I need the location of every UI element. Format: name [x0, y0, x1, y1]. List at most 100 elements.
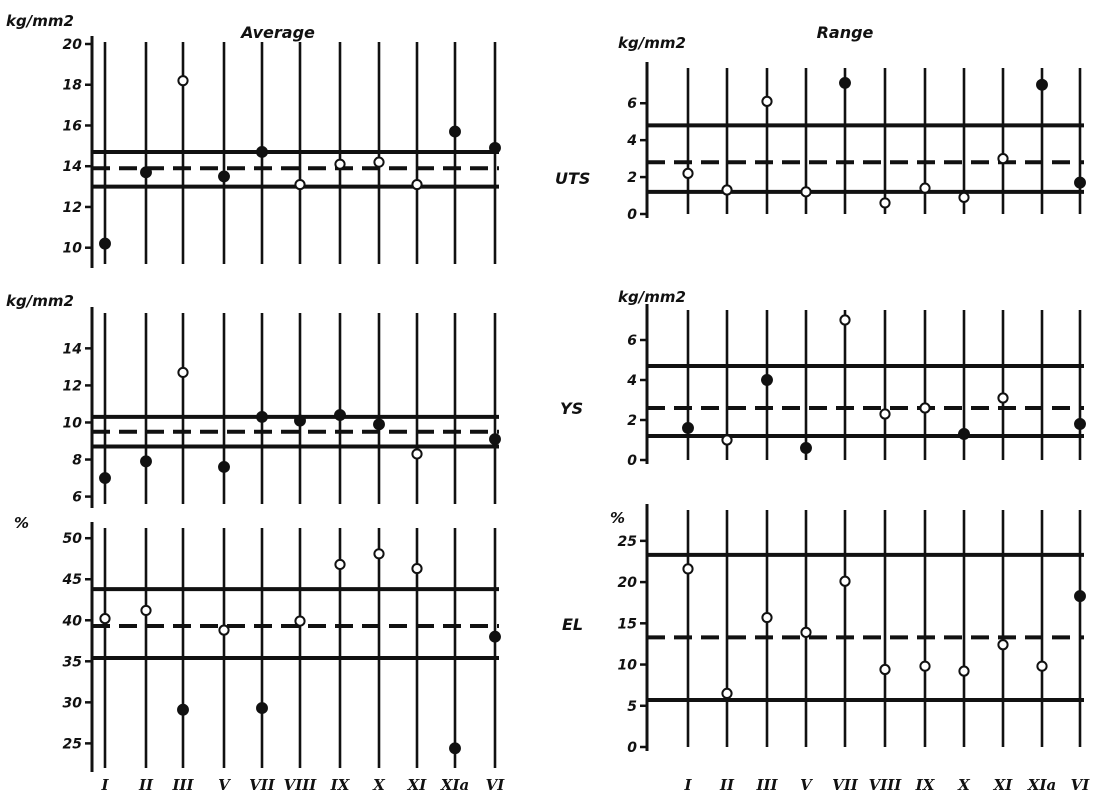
y-tick-label: 25	[63, 736, 83, 752]
category-label: II	[138, 776, 154, 794]
data-point	[373, 418, 385, 431]
data-point	[761, 374, 773, 386]
data-point	[800, 626, 812, 638]
unit-label: kg/mm2	[618, 34, 686, 52]
data-point	[256, 410, 268, 423]
data-point	[294, 615, 306, 627]
category-label: XI	[407, 776, 428, 794]
data-point	[919, 660, 931, 672]
y-tick-label: 2	[627, 413, 637, 429]
data-point	[411, 178, 423, 191]
data-point	[334, 558, 346, 571]
data-point	[1074, 590, 1086, 603]
category-label: III	[755, 776, 778, 794]
data-point	[682, 563, 694, 575]
y-tick-label: 4	[626, 373, 637, 389]
data-point	[140, 604, 152, 617]
data-point	[256, 702, 268, 715]
y-tick-label: 5	[627, 699, 637, 715]
data-point	[839, 314, 851, 326]
category-label: X	[372, 776, 386, 794]
data-point	[682, 422, 694, 434]
category-label: VII	[249, 776, 276, 794]
data-point	[256, 146, 268, 158]
y-tick-label: 50	[63, 531, 83, 547]
unit-label: kg/mm2	[6, 12, 74, 30]
y-tick-label: 6	[627, 96, 637, 112]
data-point	[879, 197, 891, 209]
data-point	[761, 95, 773, 107]
y-tick-label: 25	[618, 534, 638, 550]
y-tick-label: 4	[626, 133, 637, 149]
data-point	[99, 237, 111, 250]
y-tick-label: 14	[63, 159, 82, 175]
category-label: I	[683, 776, 692, 794]
y-tick-label: 0	[627, 207, 637, 223]
unit-label: kg/mm2	[618, 288, 686, 306]
y-tick-label: 0	[627, 453, 637, 469]
y-tick-label: 6	[72, 490, 82, 506]
y-tick-label: 12	[63, 200, 82, 216]
y-tick-label: 10	[618, 658, 638, 674]
data-point	[879, 408, 891, 420]
data-point	[411, 562, 423, 575]
data-point	[800, 186, 812, 198]
data-point	[1036, 78, 1048, 91]
y-tick-label: 18	[63, 78, 83, 94]
category-label: VI	[1071, 776, 1091, 794]
y-tick-label: 12	[63, 378, 82, 394]
data-point	[879, 663, 891, 676]
data-point	[839, 76, 851, 89]
category-label: IX	[330, 776, 351, 794]
y-tick-label: 20	[618, 575, 638, 591]
y-tick-label: 10	[63, 415, 83, 431]
category-label: IX	[915, 776, 936, 794]
data-point	[721, 687, 733, 700]
data-point	[721, 434, 733, 446]
data-point	[489, 141, 501, 154]
y-tick-label: 16	[63, 118, 83, 134]
unit-label: %	[14, 514, 29, 532]
data-point	[373, 548, 385, 560]
data-point	[294, 414, 306, 427]
category-label: III	[171, 776, 194, 794]
data-point	[449, 742, 461, 755]
unit-label: %	[610, 509, 625, 527]
category-label: VII	[832, 776, 859, 794]
data-point	[839, 575, 851, 587]
y-tick-label: 2	[627, 170, 637, 186]
category-label: V	[800, 776, 813, 794]
data-point	[1074, 176, 1086, 189]
row-label: EL	[562, 615, 583, 634]
category-label: II	[719, 776, 735, 794]
row-label: YS	[560, 399, 583, 418]
category-label: XI	[993, 776, 1014, 794]
data-point	[682, 167, 694, 179]
data-point	[334, 409, 346, 422]
data-point	[140, 166, 152, 179]
panel-title: Average	[239, 23, 315, 42]
data-point	[489, 630, 501, 643]
data-point	[919, 402, 931, 414]
data-point	[177, 703, 189, 716]
category-label: VI	[486, 776, 506, 794]
data-point	[997, 392, 1009, 404]
data-point	[958, 191, 970, 203]
y-tick-label: 6	[627, 333, 637, 349]
panel-title: Range	[817, 23, 874, 42]
category-label: V	[218, 776, 231, 794]
unit-label: kg/mm2	[6, 292, 74, 310]
category-label: XIa	[1027, 776, 1056, 794]
row-label: UTS	[555, 169, 590, 188]
data-point	[449, 125, 461, 138]
data-point	[800, 442, 812, 454]
category-label: VIII	[869, 776, 903, 794]
data-point	[177, 75, 189, 87]
y-tick-label: 10	[63, 241, 83, 257]
y-tick-label: 30	[63, 695, 83, 711]
data-point	[721, 184, 733, 196]
data-point	[99, 613, 111, 625]
